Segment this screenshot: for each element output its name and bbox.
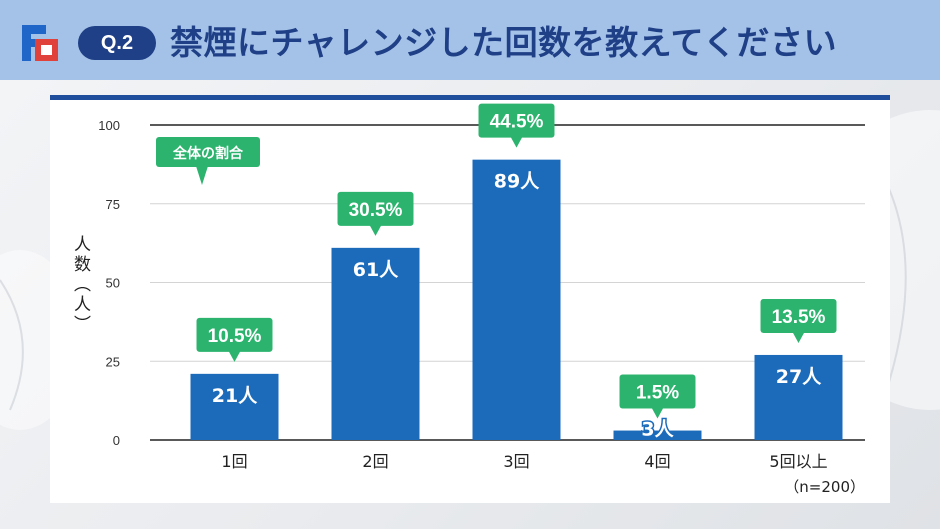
percent-callout-pointer — [651, 407, 664, 419]
legend-note-callout — [156, 137, 260, 167]
header-bar: Q.2 禁煙にチャレンジした回数を教えてください — [0, 0, 940, 80]
page-title: 禁煙にチャレンジした回数を教えてください — [170, 23, 838, 62]
bar — [190, 373, 279, 440]
x-tick-label: 3回 — [503, 452, 529, 471]
bar-value-label: 27人 — [776, 366, 822, 388]
percent-label: 13.5% — [772, 307, 826, 328]
y-tick-label: 0 — [113, 433, 120, 448]
bar-value-label: 21人 — [212, 385, 258, 407]
percent-callout — [478, 103, 555, 138]
percent-label: 1.5% — [636, 383, 679, 404]
percent-callout — [337, 191, 414, 226]
bar — [331, 247, 420, 440]
chart-panel-top-border — [50, 95, 890, 100]
percent-callout-pointer — [369, 224, 382, 236]
percent-callout — [196, 317, 273, 352]
percent-callout-pointer — [228, 350, 241, 362]
bar-value-label: 61人 — [353, 259, 399, 281]
legend-note-pointer — [196, 166, 208, 185]
question-number-badge: Q.2 — [78, 26, 156, 60]
percent-callout-pointer — [792, 331, 805, 343]
x-tick-label: 2回 — [362, 452, 388, 471]
logo-icon — [22, 25, 58, 61]
bar — [613, 430, 702, 440]
percent-callout — [760, 298, 837, 333]
percent-callout-pointer — [510, 136, 523, 148]
bar — [754, 354, 843, 440]
bar-value-label: 89人 — [494, 171, 540, 193]
y-tick-label: 25 — [106, 354, 120, 369]
x-tick-label: 5回以上 — [769, 452, 827, 471]
chart-panel — [50, 95, 890, 503]
x-tick-label: 1回 — [221, 452, 247, 471]
percent-label: 10.5% — [208, 326, 262, 347]
percent-label: 44.5% — [490, 112, 544, 133]
y-tick-label: 100 — [98, 118, 120, 133]
bar-value-label: 3人 — [641, 419, 674, 441]
percent-callout — [619, 374, 696, 409]
y-tick-label: 75 — [106, 197, 120, 212]
x-tick-label: 4回 — [644, 452, 670, 471]
bar-chart: 0 25 50 75 100 人数（人） 21人 10.5% 1回 61人 30.5% 2回 89人 44… — [70, 103, 865, 496]
y-axis-label: 人数（人） — [70, 235, 91, 335]
legend-note: 全体の割合 — [172, 145, 244, 162]
percent-label: 30.5% — [349, 200, 403, 221]
y-tick-label: 50 — [106, 276, 120, 291]
sample-size-note: （n=200） — [784, 478, 865, 496]
bar — [472, 159, 561, 440]
